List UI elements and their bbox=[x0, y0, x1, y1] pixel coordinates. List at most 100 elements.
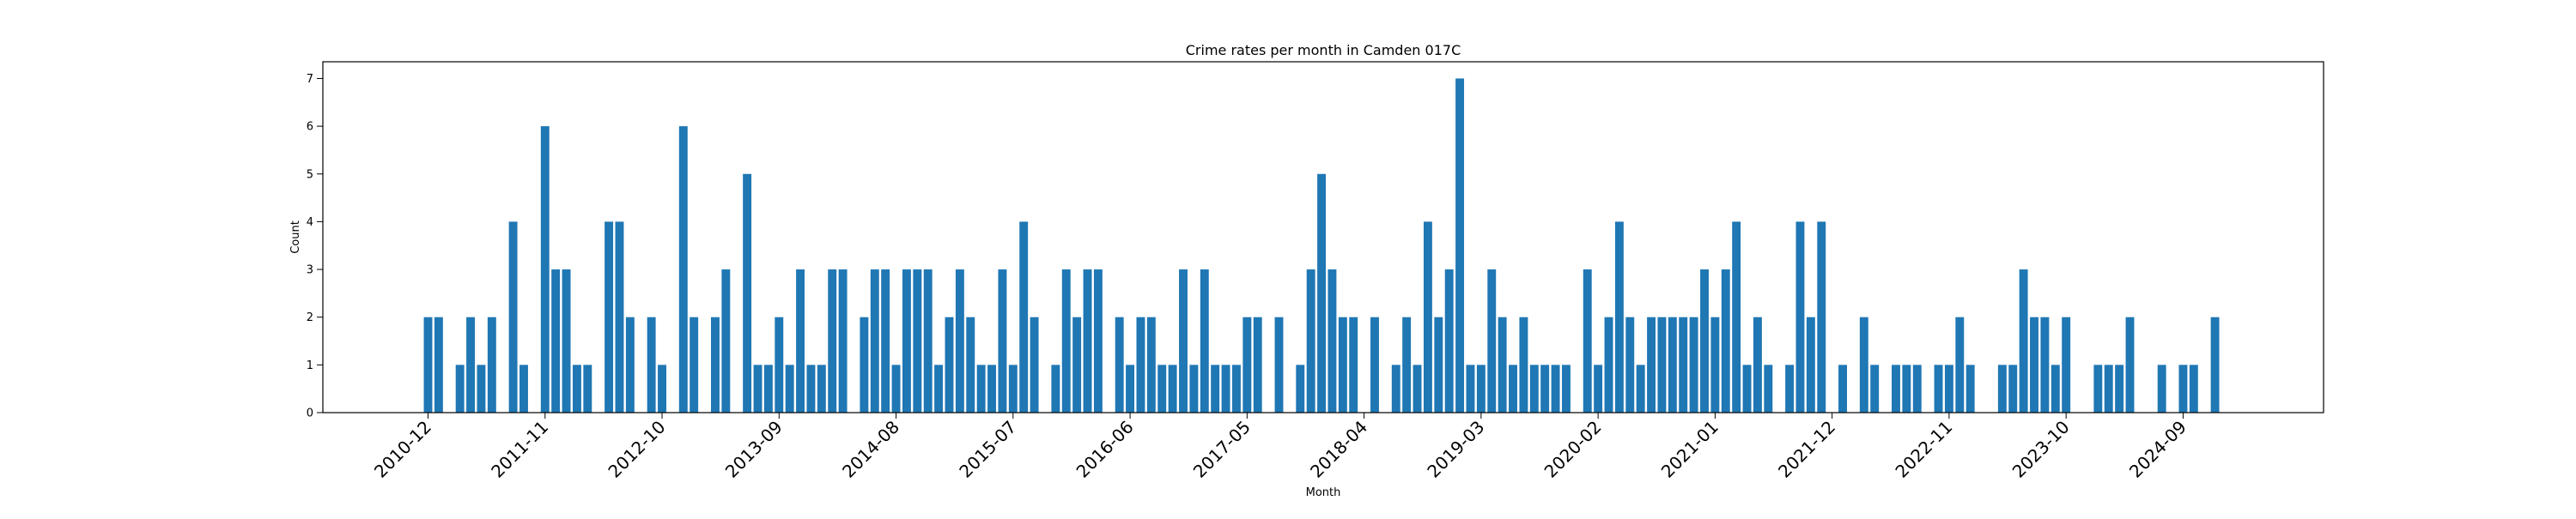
bar-2013-11 bbox=[796, 269, 805, 413]
bar-2011-12 bbox=[551, 269, 561, 413]
bar-2012-10 bbox=[658, 365, 666, 413]
bar-2014-09 bbox=[902, 269, 911, 413]
plot-area-frame bbox=[322, 61, 2324, 413]
bar-2021-08 bbox=[1785, 365, 1795, 413]
bar-2012-12 bbox=[678, 126, 688, 413]
bar-2013-12 bbox=[806, 365, 816, 413]
x-tick-label: 2019-03 bbox=[1423, 417, 1488, 482]
bar-2020-04 bbox=[1614, 221, 1624, 413]
bar-2017-12 bbox=[1317, 173, 1327, 413]
bar-2016-10 bbox=[1168, 365, 1177, 413]
bar-2023-08 bbox=[2040, 317, 2050, 413]
bar-2012-03 bbox=[583, 365, 592, 413]
bar-2022-07 bbox=[1902, 365, 1911, 413]
bar-2023-10 bbox=[2062, 317, 2071, 413]
x-axis-label: Month bbox=[1306, 486, 1341, 499]
bar-2012-02 bbox=[572, 365, 581, 413]
bar-2024-04 bbox=[2125, 317, 2135, 413]
bar-2019-09 bbox=[1540, 365, 1550, 413]
bar-2024-02 bbox=[2104, 365, 2113, 413]
x-tick-label: 2012-10 bbox=[604, 417, 669, 482]
bar-2023-07 bbox=[2030, 317, 2038, 413]
bar-2012-01 bbox=[562, 269, 571, 413]
bar-2015-04 bbox=[976, 365, 986, 413]
bar-2014-02 bbox=[828, 269, 837, 413]
y-tick-label: 0 bbox=[307, 407, 313, 420]
bar-2021-05 bbox=[1753, 317, 1762, 413]
x-tick-label: 2017-05 bbox=[1189, 417, 1255, 482]
bar-2011-09 bbox=[519, 365, 528, 413]
bar-2013-03 bbox=[711, 317, 720, 413]
bar-2018-12 bbox=[1444, 269, 1454, 413]
bar-2011-06 bbox=[487, 317, 496, 413]
bar-2011-03 bbox=[455, 365, 465, 413]
y-tick-label: 4 bbox=[307, 216, 313, 229]
bar-2014-10 bbox=[913, 269, 922, 413]
bar-2016-07 bbox=[1136, 317, 1145, 413]
bar-2019-07 bbox=[1519, 317, 1528, 413]
bar-2016-08 bbox=[1146, 317, 1156, 413]
bar-2019-05 bbox=[1498, 317, 1507, 413]
bar-2020-03 bbox=[1604, 317, 1613, 413]
bar-2019-10 bbox=[1551, 365, 1560, 413]
bar-2014-06 bbox=[870, 269, 879, 413]
bar-2017-04 bbox=[1231, 365, 1241, 413]
bar-2020-06 bbox=[1636, 365, 1645, 413]
bar-2016-03 bbox=[1093, 269, 1103, 413]
bar-2022-11 bbox=[1944, 365, 1953, 413]
bar-2023-06 bbox=[2019, 269, 2028, 413]
bar-2017-03 bbox=[1221, 365, 1230, 413]
bar-2012-09 bbox=[647, 317, 656, 413]
x-tick-label: 2021-12 bbox=[1774, 417, 1839, 482]
y-tick-label: 2 bbox=[307, 311, 313, 324]
y-tick-label: 7 bbox=[307, 73, 313, 86]
bar-2016-12 bbox=[1189, 365, 1199, 413]
x-tick-label: 2021-01 bbox=[1657, 417, 1722, 482]
y-axis: 0 1 2 3 4 5 6 7 bbox=[307, 73, 323, 420]
bar-2013-04 bbox=[721, 269, 731, 413]
bar-2024-07 bbox=[2157, 365, 2166, 413]
bar-2011-01 bbox=[434, 317, 443, 413]
bar-2016-02 bbox=[1083, 269, 1092, 413]
bar-2020-08 bbox=[1657, 317, 1667, 413]
bar-2015-09 bbox=[1030, 317, 1039, 413]
bar-2014-05 bbox=[860, 317, 869, 413]
x-tick-label: 2014-08 bbox=[838, 417, 903, 482]
x-tick-label: 2023-10 bbox=[2008, 417, 2074, 482]
bar-2020-05 bbox=[1625, 317, 1635, 413]
bar-2011-04 bbox=[466, 317, 475, 413]
bar-2021-03 bbox=[1732, 221, 1741, 413]
bar-2018-01 bbox=[1327, 269, 1337, 413]
y-tick-label: 1 bbox=[307, 359, 313, 372]
chart-title: Crime rates per month in Camden 017C bbox=[1186, 42, 1461, 58]
bar-2020-10 bbox=[1679, 317, 1688, 413]
bar-2021-11 bbox=[1817, 221, 1826, 413]
bar-2016-01 bbox=[1072, 317, 1082, 413]
x-tick-label: 2016-06 bbox=[1072, 417, 1138, 482]
bar-2014-01 bbox=[817, 365, 826, 413]
bar-2019-01 bbox=[1455, 78, 1465, 413]
bar-2015-01 bbox=[945, 317, 954, 413]
bar-2017-01 bbox=[1200, 269, 1209, 413]
bar-2019-04 bbox=[1487, 269, 1497, 413]
bar-2016-05 bbox=[1115, 317, 1124, 413]
bar-2014-12 bbox=[934, 365, 944, 413]
bar-2022-01 bbox=[1838, 365, 1847, 413]
bar-2013-08 bbox=[763, 365, 773, 413]
bar-2015-07 bbox=[1008, 365, 1018, 413]
bars-group bbox=[423, 78, 2220, 413]
x-tick-label: 2024-09 bbox=[2125, 417, 2190, 482]
bar-2018-07 bbox=[1391, 365, 1400, 413]
bar-2013-09 bbox=[775, 317, 784, 413]
x-tick-label: 2010-12 bbox=[370, 417, 435, 482]
bar-2020-01 bbox=[1583, 269, 1592, 413]
bar-2017-10 bbox=[1296, 365, 1305, 413]
bar-2010-12 bbox=[423, 317, 433, 413]
bar-2014-08 bbox=[891, 365, 901, 413]
bar-2021-01 bbox=[1710, 317, 1720, 413]
bar-2018-10 bbox=[1423, 221, 1432, 413]
bar-2021-04 bbox=[1742, 365, 1752, 413]
x-axis: 2010-12 2011-11 2012-10 2013-09 2014-08 2015-… bbox=[370, 413, 2190, 482]
